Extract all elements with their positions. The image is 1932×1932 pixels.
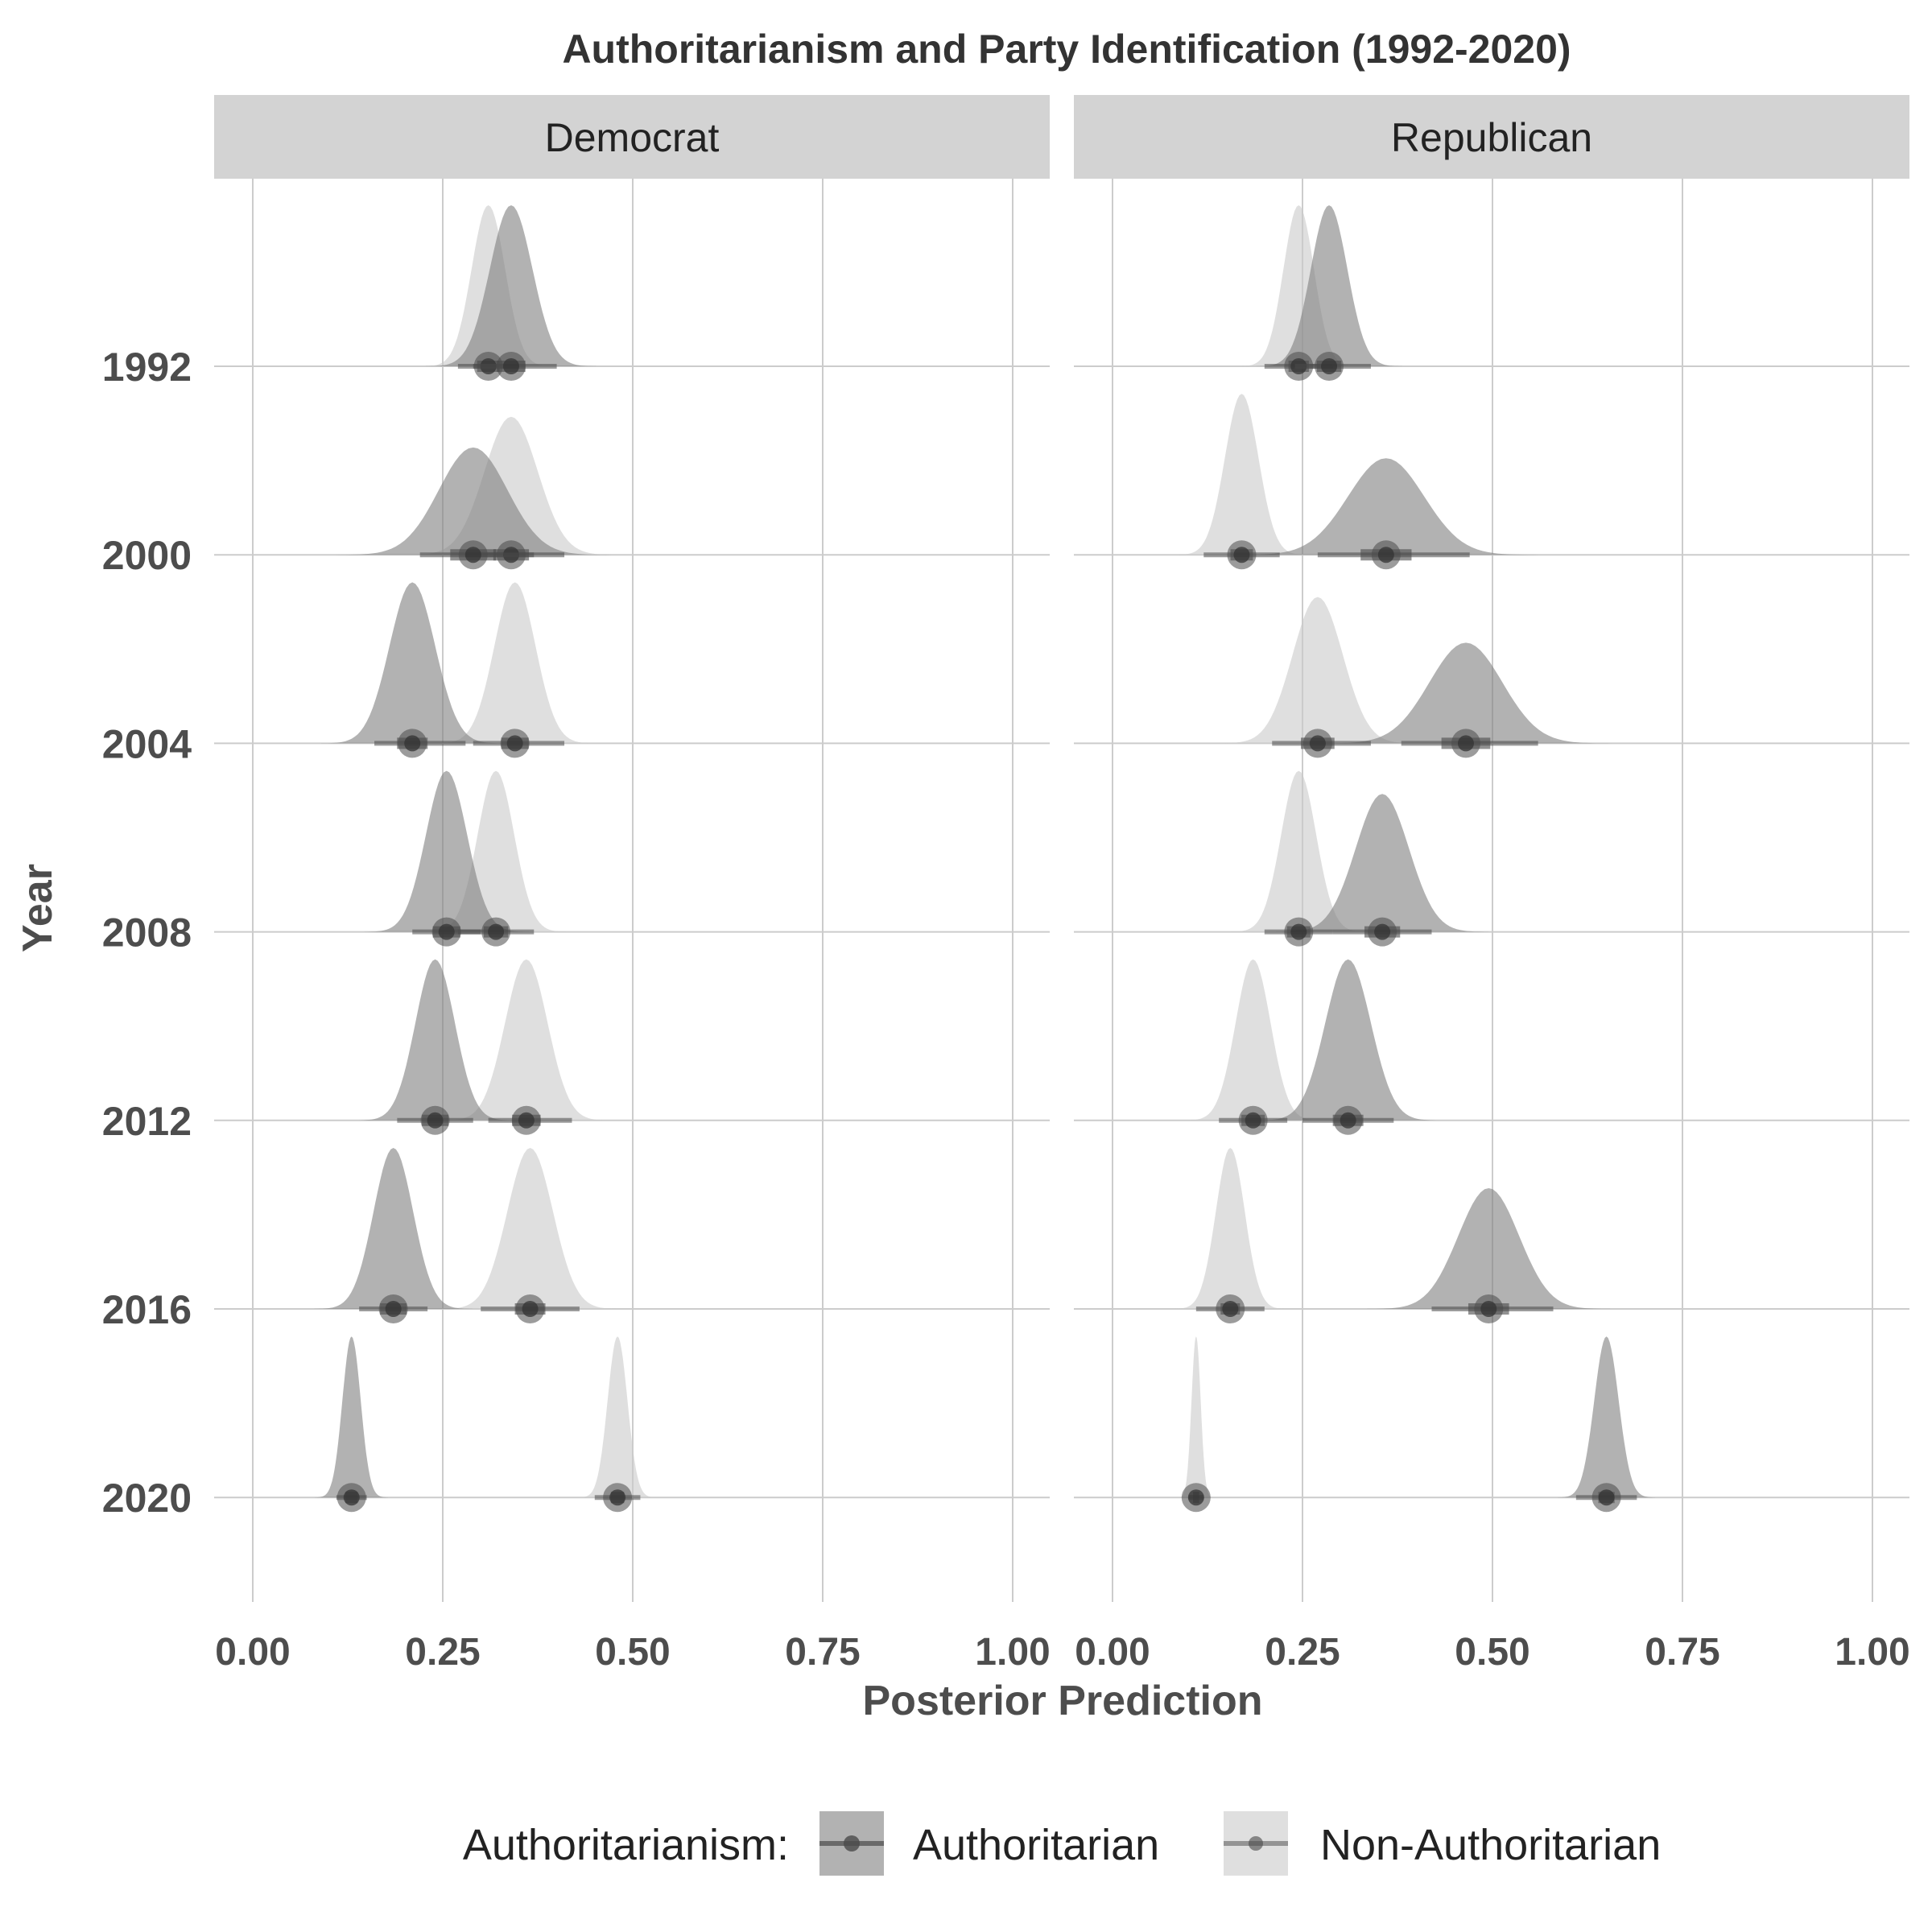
density-democrat-non-authoritarian-2016 bbox=[439, 1148, 621, 1309]
point-median-republican-authoritarian-2012 bbox=[1340, 1112, 1356, 1129]
intervals-republican bbox=[1181, 352, 1637, 1513]
x-tick-label-democrat-4: 1.00 bbox=[975, 1631, 1050, 1674]
facet-label-democrat: Democrat bbox=[545, 115, 720, 160]
legend-point-non-authoritarian bbox=[1249, 1836, 1263, 1851]
density-democrat-non-authoritarian-2004 bbox=[432, 582, 597, 744]
point-median-republican-authoritarian-2004 bbox=[1457, 735, 1474, 752]
density-republican-authoritarian-2016 bbox=[1367, 1188, 1611, 1309]
layer-democrat-authoritarian bbox=[314, 205, 610, 1498]
x-tick-label-democrat-2: 0.50 bbox=[595, 1631, 670, 1674]
x-tick-label-republican-3: 0.75 bbox=[1645, 1631, 1719, 1674]
facet-democrat: Democrat bbox=[214, 95, 1050, 1602]
density-republican-authoritarian-2012 bbox=[1257, 959, 1439, 1121]
point-median-republican-authoritarian-2016 bbox=[1480, 1301, 1497, 1317]
x-axis-title: Posterior Prediction bbox=[863, 1678, 1263, 1724]
y-tick-label-2000: 2000 bbox=[102, 533, 192, 578]
point-median-democrat-non-authoritarian-2020 bbox=[609, 1489, 626, 1506]
density-democrat-authoritarian-1992 bbox=[426, 205, 597, 366]
point-median-democrat-authoritarian-2008 bbox=[438, 923, 455, 940]
density-democrat-authoritarian-2000 bbox=[336, 447, 610, 555]
density-republican-authoritarian-2008 bbox=[1276, 794, 1489, 932]
point-median-republican-non-authoritarian-2004 bbox=[1309, 735, 1326, 752]
point-median-democrat-authoritarian-1992 bbox=[502, 358, 519, 374]
facet-label-republican: Republican bbox=[1391, 115, 1592, 160]
point-median-democrat-authoritarian-2012 bbox=[427, 1112, 444, 1129]
point-median-democrat-authoritarian-2016 bbox=[385, 1301, 402, 1317]
density-republican-non-authoritarian-2000 bbox=[1174, 394, 1309, 555]
density-republican-non-authoritarian-1992 bbox=[1237, 205, 1360, 366]
density-democrat-non-authoritarian-2012 bbox=[441, 959, 612, 1121]
point-median-democrat-authoritarian-2020 bbox=[343, 1489, 360, 1506]
x-axis-ticks-republican: 0.00 0.25 0.50 0.75 1.00 bbox=[1075, 1631, 1909, 1674]
facet-strip-republican bbox=[1074, 95, 1909, 179]
density-republican-non-authoritarian-2004 bbox=[1217, 597, 1418, 744]
density-republican-authoritarian-1992 bbox=[1256, 205, 1402, 366]
point-median-republican-non-authoritarian-2020 bbox=[1187, 1489, 1204, 1506]
y-tick-label-2020: 2020 bbox=[102, 1476, 192, 1521]
density-democrat-authoritarian-2004 bbox=[321, 582, 504, 744]
x-tick-label-democrat-3: 0.75 bbox=[785, 1631, 860, 1674]
point-median-republican-authoritarian-2008 bbox=[1374, 923, 1391, 940]
point-median-democrat-non-authoritarian-2012 bbox=[518, 1112, 535, 1129]
grid-democrat bbox=[214, 179, 1050, 1602]
density-democrat-authoritarian-2016 bbox=[314, 1148, 473, 1309]
density-democrat-non-authoritarian-2020 bbox=[578, 1336, 658, 1498]
density-republican-authoritarian-2020 bbox=[1558, 1336, 1655, 1498]
density-democrat-authoritarian-2020 bbox=[315, 1336, 388, 1498]
density-democrat-authoritarian-2008 bbox=[364, 770, 529, 932]
density-democrat-authoritarian-2012 bbox=[356, 959, 514, 1121]
point-median-democrat-non-authoritarian-2008 bbox=[488, 923, 505, 940]
y-tick-label-1992: 1992 bbox=[102, 345, 192, 390]
y-tick-label-2008: 2008 bbox=[102, 910, 192, 956]
point-median-democrat-authoritarian-2000 bbox=[464, 547, 481, 564]
layer-republican-non-authoritarian bbox=[1172, 205, 1418, 1498]
y-tick-label-2004: 2004 bbox=[102, 721, 192, 766]
y-axis-ticks: 1992 2000 2004 2008 2012 2016 2020 bbox=[102, 345, 192, 1521]
point-median-republican-authoritarian-2020 bbox=[1598, 1489, 1615, 1506]
point-median-democrat-authoritarian-2004 bbox=[404, 735, 421, 752]
point-median-democrat-non-authoritarian-2004 bbox=[506, 735, 523, 752]
point-median-democrat-non-authoritarian-2016 bbox=[522, 1301, 539, 1317]
legend-title: Authoritarianism: bbox=[463, 1821, 789, 1869]
marks-republican bbox=[1172, 205, 1655, 1513]
x-tick-label-republican-2: 0.50 bbox=[1455, 1631, 1530, 1674]
density-democrat-non-authoritarian-2008 bbox=[423, 770, 569, 932]
density-republican-authoritarian-2004 bbox=[1319, 642, 1612, 744]
facet-republican: Republican bbox=[1074, 95, 1909, 1602]
x-tick-label-republican-0: 0.00 bbox=[1075, 1631, 1150, 1674]
x-axis-ticks-democrat: 0.00 0.25 0.50 0.75 1.00 bbox=[215, 1631, 1050, 1674]
y-axis-title: Year bbox=[14, 864, 61, 952]
x-tick-label-democrat-0: 0.00 bbox=[215, 1631, 290, 1674]
legend-label-authoritarian: Authoritarian bbox=[913, 1821, 1159, 1869]
x-tick-label-republican-4: 1.00 bbox=[1835, 1631, 1909, 1674]
density-republican-non-authoritarian-2012 bbox=[1183, 959, 1323, 1121]
intervals-democrat bbox=[336, 352, 641, 1513]
point-median-republican-non-authoritarian-2000 bbox=[1233, 547, 1250, 564]
point-median-republican-non-authoritarian-2016 bbox=[1222, 1301, 1239, 1317]
legend-label-non-authoritarian: Non-Authoritarian bbox=[1320, 1821, 1661, 1869]
density-democrat-non-authoritarian-2000 bbox=[404, 416, 618, 555]
density-republican-non-authoritarian-2016 bbox=[1172, 1148, 1289, 1309]
legend-key-non-authoritarian bbox=[1224, 1811, 1288, 1876]
chart-title: Authoritarianism and Party Identificatio… bbox=[562, 27, 1571, 72]
layer-republican-authoritarian bbox=[1234, 205, 1655, 1498]
y-tick-label-2012: 2012 bbox=[102, 1099, 192, 1144]
point-median-republican-authoritarian-1992 bbox=[1321, 358, 1338, 374]
density-republican-authoritarian-2000 bbox=[1234, 458, 1538, 555]
x-tick-label-democrat-1: 0.25 bbox=[405, 1631, 480, 1674]
marks-democrat bbox=[314, 205, 658, 1513]
legend: Authoritarianism: Authoritarian Non-Auth… bbox=[463, 1811, 1661, 1876]
legend-point-authoritarian bbox=[844, 1835, 860, 1852]
density-republican-non-authoritarian-2020 bbox=[1178, 1336, 1215, 1498]
legend-key-authoritarian bbox=[819, 1811, 884, 1876]
x-tick-label-republican-1: 0.25 bbox=[1265, 1631, 1340, 1674]
point-median-republican-non-authoritarian-2008 bbox=[1290, 923, 1307, 940]
y-tick-label-2016: 2016 bbox=[102, 1287, 192, 1332]
density-republican-non-authoritarian-2008 bbox=[1228, 770, 1369, 932]
facet-strip-democrat bbox=[214, 95, 1050, 179]
point-median-republican-authoritarian-2000 bbox=[1377, 547, 1394, 564]
point-median-republican-non-authoritarian-2012 bbox=[1245, 1112, 1261, 1129]
